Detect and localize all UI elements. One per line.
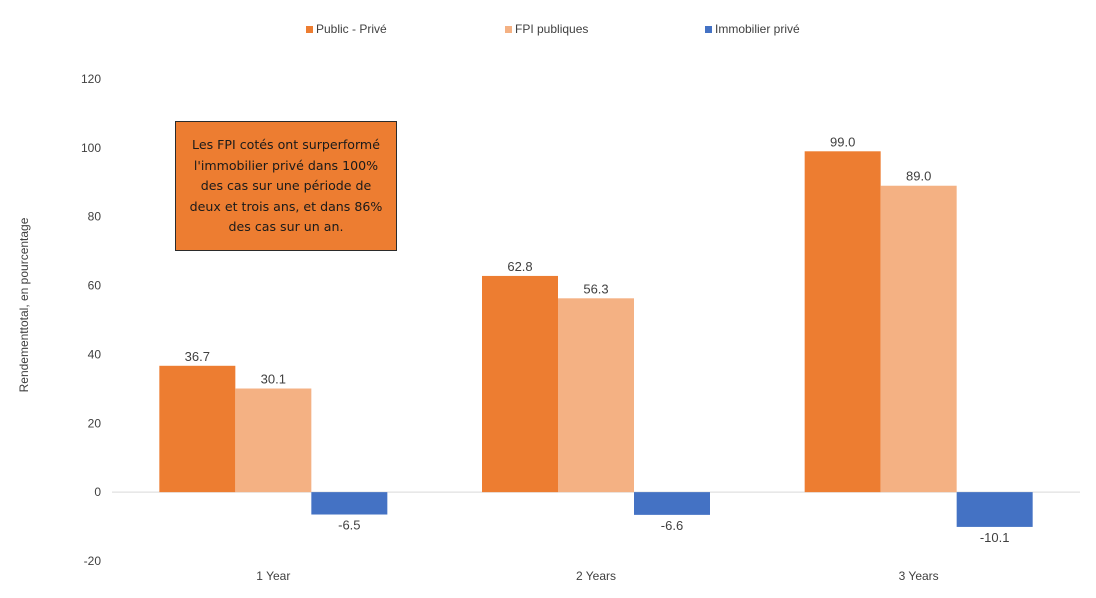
data-label: 89.0 [906,169,931,184]
legend-label-immobilier-prive: Immobilier privé [715,22,800,36]
bar-immobilier-prive [311,492,388,515]
legend-item-immobilier-prive: Immobilier privé [705,22,800,36]
bar-immobilier-prive [634,492,710,515]
x-tick-label: 2 Years [576,569,616,583]
data-label: -6.6 [661,518,683,533]
y-tick-label: 0 [94,485,101,499]
data-label: -6.5 [338,518,360,533]
bar-fpi-publiques [235,388,312,493]
bar-public-prive [804,151,881,493]
legend-swatch-fpi-publiques [505,25,512,33]
chart-legend: Public - Privé FPI publiques Immobilier … [0,22,1096,42]
data-label: -10.1 [980,530,1010,545]
legend-swatch-public-prive [306,25,313,33]
legend-label-fpi-publiques: FPI publiques [515,22,589,36]
bar-public-prive [482,275,558,493]
y-tick-label: 80 [88,210,102,224]
data-label: 56.3 [583,281,608,296]
y-tick-label: -20 [84,554,102,568]
y-tick-label: 100 [81,141,101,155]
data-label: 99.0 [830,134,855,149]
callout-annotation: Les FPI cotés ont surperformé l'immobili… [175,121,397,251]
bar-fpi-publiques [880,185,957,493]
x-tick-label: 3 Years [899,569,939,583]
bar-public-prive [159,365,236,493]
bar-fpi-publiques [558,298,634,493]
x-tick-label: 1 Year [256,569,290,583]
y-tick-label: 20 [88,416,102,430]
data-label: 30.1 [261,372,286,387]
y-tick-label: 60 [88,279,102,293]
legend-item-public-prive: Public - Privé [306,22,387,36]
legend-swatch-immobilier-prive [705,25,712,33]
bar-immobilier-prive [956,492,1033,527]
data-label: 36.7 [185,349,210,364]
data-label: 62.8 [507,259,532,274]
legend-item-fpi-publiques: FPI publiques [505,22,588,36]
y-tick-label: 120 [81,72,101,86]
y-tick-label: 40 [88,347,102,361]
legend-label-public-prive: Public - Privé [316,22,387,36]
